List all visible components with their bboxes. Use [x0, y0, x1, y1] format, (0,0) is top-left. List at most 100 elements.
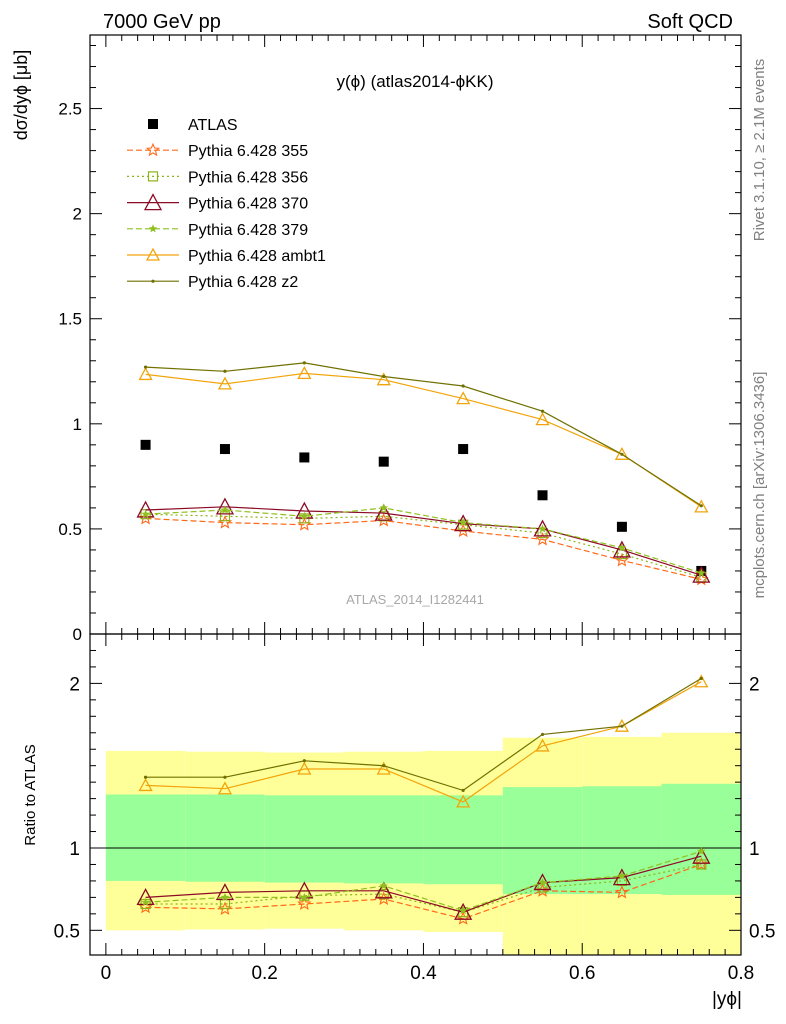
main-y-axis-label: dσ/dyϕ [μb] — [11, 50, 31, 141]
y-tick-label: 0 — [73, 625, 82, 644]
ratio-y-tick-label: 2 — [69, 674, 80, 695]
ratio-point — [220, 892, 230, 901]
ratio-point — [540, 732, 545, 737]
ratio-point — [136, 888, 155, 906]
data-point — [697, 568, 706, 577]
x-tick-label: 0.4 — [410, 963, 437, 984]
legend-marker — [148, 119, 158, 129]
plot-title: y(ϕ) (atlas2014-ϕKK) — [337, 72, 494, 91]
ratio-line — [145, 850, 702, 912]
data-point — [694, 499, 709, 513]
data-point — [614, 446, 630, 460]
ratio-inner-band — [344, 795, 424, 884]
ratio-inner-band — [502, 787, 583, 895]
ratio-point — [620, 724, 624, 728]
data-point — [456, 391, 471, 405]
data-point — [533, 519, 552, 537]
y-tick-label: 2.5 — [58, 100, 82, 119]
data-point — [379, 503, 388, 512]
watermark: ATLAS_2014_I1282441 — [346, 592, 484, 607]
process-label: Soft QCD — [647, 11, 733, 33]
ratio-point — [297, 896, 312, 910]
data-point — [215, 497, 235, 515]
ratio-y-tick-label-right: 0.5 — [749, 921, 775, 942]
x-axis-label: |yϕ| — [712, 989, 742, 1010]
ratio-point — [297, 761, 312, 775]
ratio-inner-band — [661, 783, 741, 895]
series-line — [145, 507, 702, 574]
ratio-point — [538, 878, 547, 887]
data-point — [141, 509, 150, 518]
data-point — [297, 366, 312, 380]
legend-label: Pythia 6.428 355 — [188, 143, 308, 160]
ratio-panel — [90, 674, 741, 955]
series-line — [145, 372, 702, 508]
data-point — [140, 439, 151, 450]
data-point — [382, 374, 386, 379]
ratio-point — [697, 846, 706, 855]
ratio-point — [614, 884, 629, 899]
ratio-frame — [89, 633, 742, 956]
legend-marker — [148, 224, 158, 233]
data-point — [617, 543, 627, 552]
data-point — [699, 504, 703, 508]
series-line — [145, 517, 702, 580]
ratio-point — [694, 674, 709, 688]
series-line — [145, 506, 702, 576]
ratio-point — [143, 775, 148, 779]
data-point — [299, 452, 310, 463]
ratio-y-tick-label-right: 2 — [749, 674, 760, 695]
data-point — [302, 361, 306, 365]
legend-label: Pythia 6.428 370 — [188, 196, 308, 213]
series-line — [145, 513, 702, 578]
ratio-y-tick-label-right: 1 — [749, 839, 760, 860]
ratio-point — [376, 761, 391, 775]
ratio-point — [141, 897, 150, 906]
ratio-point — [138, 778, 153, 792]
legend: ATLAS Pythia 6.428 355 Pythia 6.428 356 Pyt… — [127, 117, 326, 291]
ratio-line — [145, 855, 702, 913]
ratio-point — [535, 738, 550, 752]
legend-marker — [143, 193, 163, 211]
data-point — [219, 444, 230, 455]
legend-marker — [151, 279, 155, 283]
rivet-label: Rivet 3.1.10, ≥ 2.1M events — [751, 59, 768, 242]
ratio-point — [458, 906, 468, 915]
data-point — [217, 376, 233, 390]
ratio-point — [302, 759, 306, 763]
data-point — [458, 444, 469, 455]
series-line — [145, 362, 702, 507]
ratio-point — [215, 883, 235, 901]
ratio-inner-band — [264, 795, 345, 883]
legend-label: Pythia 6.428 ambt1 — [188, 248, 326, 265]
ratio-point — [617, 871, 627, 880]
energy-label: 7000 GeV pp — [103, 11, 221, 33]
legend-label: ATLAS — [188, 117, 238, 134]
ratio-point — [300, 892, 309, 901]
data-point — [538, 524, 547, 533]
data-point — [376, 372, 391, 386]
ratio-point — [454, 902, 473, 920]
data-point — [378, 511, 389, 522]
data-point — [461, 384, 465, 388]
data-point — [540, 409, 545, 413]
ratio-inner-band — [105, 794, 186, 881]
legend-label: Pythia 6.428 356 — [188, 169, 308, 186]
ratio-point — [612, 868, 631, 886]
legend-marker — [147, 171, 159, 182]
y-tick-label: 1 — [73, 415, 82, 434]
data-point — [374, 503, 393, 521]
mcplots-label: mcplots.cern.ch [arXiv:1306.3436] — [751, 372, 768, 599]
ratio-point — [223, 775, 227, 779]
ratio-point — [374, 881, 393, 899]
data-point — [138, 367, 153, 381]
y-tick-label: 2 — [73, 205, 82, 224]
ratio-point — [699, 676, 703, 681]
data-point — [136, 500, 155, 518]
ratio-point — [378, 888, 389, 900]
x-tick-label: 0.8 — [728, 963, 754, 984]
data-point — [220, 505, 230, 514]
ratio-point — [696, 859, 707, 870]
ratio-line — [145, 677, 702, 792]
